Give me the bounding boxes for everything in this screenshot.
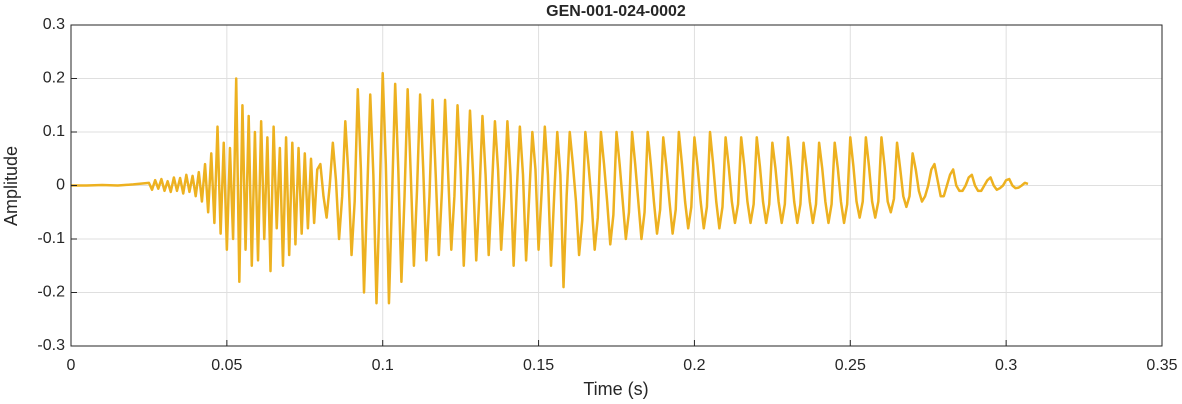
x-tick-label: 0 xyxy=(67,357,76,374)
x-tick-label: 0.05 xyxy=(211,357,242,374)
x-tick-label: 0.25 xyxy=(835,357,866,374)
y-tick-label: 0 xyxy=(56,177,65,194)
plot xyxy=(71,71,1029,305)
chart-title: GEN-001-024-0002 xyxy=(546,3,686,20)
waveform-line xyxy=(71,71,1029,305)
x-tick-label: 0.2 xyxy=(683,357,705,374)
y-tick-label: 0.2 xyxy=(43,70,65,87)
x-tick-label: 0.15 xyxy=(523,357,554,374)
y-tick-label: -0.1 xyxy=(37,230,65,247)
x-tick-label: 0.1 xyxy=(372,357,394,374)
y-axis-label: Amplitude xyxy=(1,146,21,226)
x-axis-label: Time (s) xyxy=(583,379,648,399)
y-tick-label: -0.2 xyxy=(37,284,65,301)
x-tick-label: 0.3 xyxy=(995,357,1017,374)
x-tick-label: 0.35 xyxy=(1146,357,1177,374)
y-tick-label: 0.3 xyxy=(43,16,65,33)
y-tick-label: -0.3 xyxy=(37,337,65,354)
y-tick-label: 0.1 xyxy=(43,123,65,140)
